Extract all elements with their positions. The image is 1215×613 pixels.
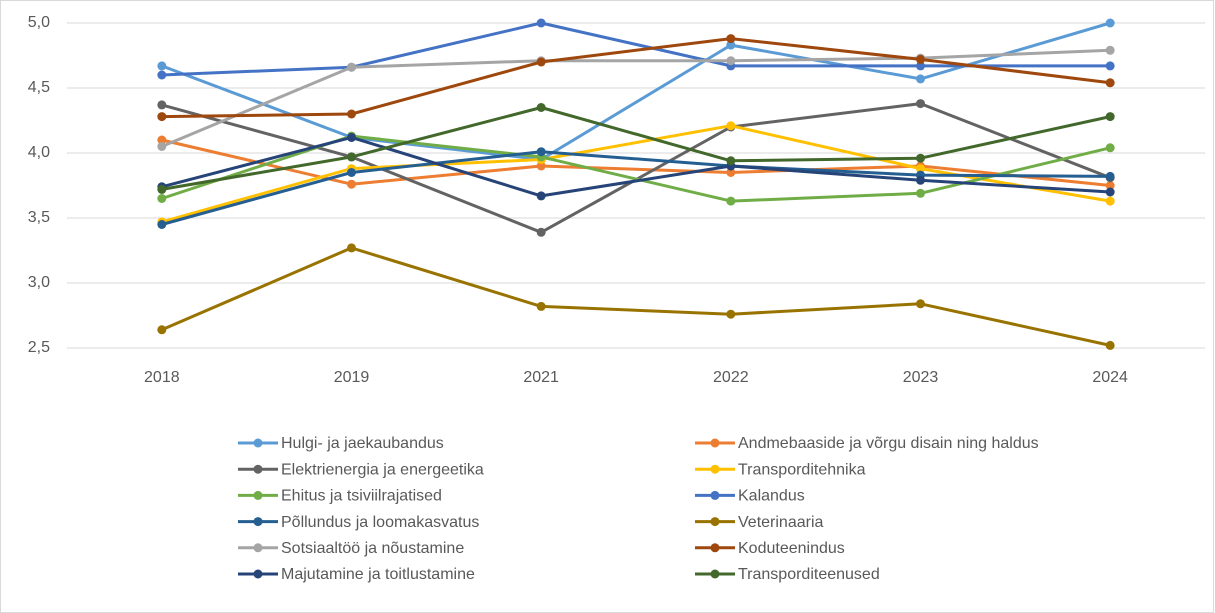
data-point — [347, 152, 356, 162]
legend-swatch-dot — [710, 517, 720, 527]
data-point — [157, 100, 167, 110]
data-point — [536, 18, 546, 28]
legend-label: Koduteenindus — [738, 540, 845, 557]
data-point — [347, 132, 356, 142]
y-tick-label: 3,5 — [28, 209, 50, 226]
data-point — [157, 220, 167, 229]
legend-swatch-dot — [253, 569, 263, 579]
legend-label: Sotsiaaltöö ja nõustamine — [281, 540, 464, 557]
legend-label: Põllundus ja loomakasvatus — [281, 514, 479, 531]
x-tick-label: 2024 — [1092, 369, 1128, 386]
series-line — [161, 37, 1111, 119]
legend-label: Elektrienergia ja energeetika — [281, 461, 484, 478]
legend-swatch-dot — [710, 464, 720, 474]
data-point — [916, 61, 925, 71]
series-line — [161, 106, 1111, 191]
data-point — [726, 156, 736, 166]
data-point — [347, 168, 356, 177]
data-point — [536, 103, 546, 112]
data-point — [726, 34, 736, 44]
data-point — [726, 309, 736, 319]
data-point — [916, 153, 925, 163]
data-point — [726, 121, 736, 131]
y-tick-label: 4,5 — [28, 79, 50, 96]
data-point — [157, 70, 167, 80]
data-point — [536, 57, 546, 67]
data-point — [536, 191, 546, 201]
data-point — [347, 62, 356, 72]
data-point — [916, 299, 925, 309]
y-tick-label: 5,0 — [28, 14, 50, 31]
data-point — [916, 175, 925, 185]
data-point — [157, 61, 167, 71]
data-point — [916, 54, 925, 64]
legend-swatch-dot — [253, 517, 263, 527]
x-tick-label: 2019 — [334, 369, 370, 386]
x-tick-label: 2023 — [903, 369, 939, 386]
data-point — [536, 301, 546, 311]
legend-label: Majutamine ja toitlustamine — [281, 566, 475, 583]
legend-swatch-dot — [253, 438, 263, 448]
data-point — [1105, 61, 1115, 71]
legend-label: Transporditeenused — [738, 566, 880, 583]
series-line — [161, 21, 1111, 161]
legend-swatch-dot — [253, 543, 263, 553]
data-point — [916, 99, 925, 109]
data-point — [1105, 143, 1115, 153]
legend-swatch-dot — [253, 464, 263, 474]
series-line — [161, 21, 1111, 77]
x-tick-label: 2021 — [523, 369, 559, 386]
data-point — [726, 40, 736, 50]
legend-label: Transporditehnika — [738, 461, 866, 478]
data-point — [1105, 78, 1115, 88]
data-point — [726, 168, 736, 177]
x-tick-label: 2022 — [713, 369, 749, 386]
data-point — [347, 243, 356, 253]
data-point — [536, 227, 546, 237]
series-line — [161, 48, 1111, 148]
data-point — [347, 179, 356, 189]
legend-label: Ehitus ja tsiviilrajatised — [281, 488, 442, 505]
legend-label: Veterinaaria — [738, 514, 823, 531]
series-line — [161, 150, 1111, 226]
y-tick-label: 4,0 — [28, 144, 50, 161]
data-point — [1105, 45, 1115, 55]
series-line — [161, 135, 1111, 198]
legend-label: Andmebaaside ja võrgu disain ning haldus — [738, 435, 1039, 452]
legend-swatch-dot — [710, 569, 720, 579]
data-point — [157, 325, 167, 335]
legend-swatch-dot — [710, 543, 720, 553]
legend-swatch-dot — [710, 438, 720, 448]
data-point — [157, 142, 167, 151]
data-point — [347, 109, 356, 119]
data-point — [157, 135, 167, 145]
y-tick-label: 2,5 — [28, 339, 50, 356]
data-point — [916, 188, 925, 198]
legend-swatch-dot — [253, 490, 263, 500]
legend-swatch-dot — [710, 490, 720, 500]
data-point — [1105, 181, 1115, 190]
data-point — [157, 184, 167, 194]
series-line — [161, 246, 1111, 347]
data-point — [726, 196, 736, 206]
legend-label: Kalandus — [738, 488, 805, 505]
data-point — [1105, 340, 1115, 350]
data-point — [157, 194, 167, 203]
data-point — [1105, 112, 1115, 122]
data-point — [157, 112, 167, 122]
x-tick-label: 2018 — [144, 369, 180, 386]
data-point — [1105, 187, 1115, 197]
data-point — [916, 164, 925, 174]
data-point — [536, 161, 546, 171]
data-point — [726, 56, 736, 66]
data-point — [536, 147, 546, 157]
data-point — [1105, 18, 1115, 28]
data-point — [916, 74, 925, 84]
data-point — [1105, 171, 1115, 181]
data-point — [1105, 196, 1115, 206]
y-tick-label: 3,0 — [28, 274, 50, 291]
legend-label: Hulgi- ja jaekaubandus — [281, 435, 444, 452]
